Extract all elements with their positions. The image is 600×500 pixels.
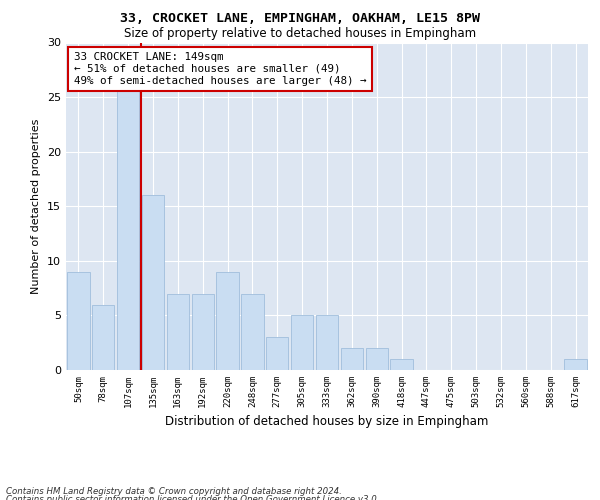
Bar	[291, 316, 313, 370]
Bar	[241, 294, 263, 370]
Text: Contains HM Land Registry data © Crown copyright and database right 2024.: Contains HM Land Registry data © Crown c…	[6, 487, 342, 496]
Bar	[117, 64, 139, 370]
Y-axis label: Number of detached properties: Number of detached properties	[31, 118, 41, 294]
Bar	[341, 348, 363, 370]
Bar	[266, 337, 289, 370]
Bar	[191, 294, 214, 370]
Text: 33, CROCKET LANE, EMPINGHAM, OAKHAM, LE15 8PW: 33, CROCKET LANE, EMPINGHAM, OAKHAM, LE1…	[120, 12, 480, 24]
Bar	[142, 196, 164, 370]
Bar	[217, 272, 239, 370]
Bar	[365, 348, 388, 370]
Bar	[92, 304, 115, 370]
Text: Size of property relative to detached houses in Empingham: Size of property relative to detached ho…	[124, 28, 476, 40]
Text: 33 CROCKET LANE: 149sqm
← 51% of detached houses are smaller (49)
49% of semi-de: 33 CROCKET LANE: 149sqm ← 51% of detache…	[74, 52, 367, 86]
Bar	[391, 359, 413, 370]
X-axis label: Distribution of detached houses by size in Empingham: Distribution of detached houses by size …	[166, 416, 488, 428]
Bar	[167, 294, 189, 370]
Bar	[67, 272, 89, 370]
Text: Contains public sector information licensed under the Open Government Licence v3: Contains public sector information licen…	[6, 495, 380, 500]
Bar	[316, 316, 338, 370]
Bar	[565, 359, 587, 370]
